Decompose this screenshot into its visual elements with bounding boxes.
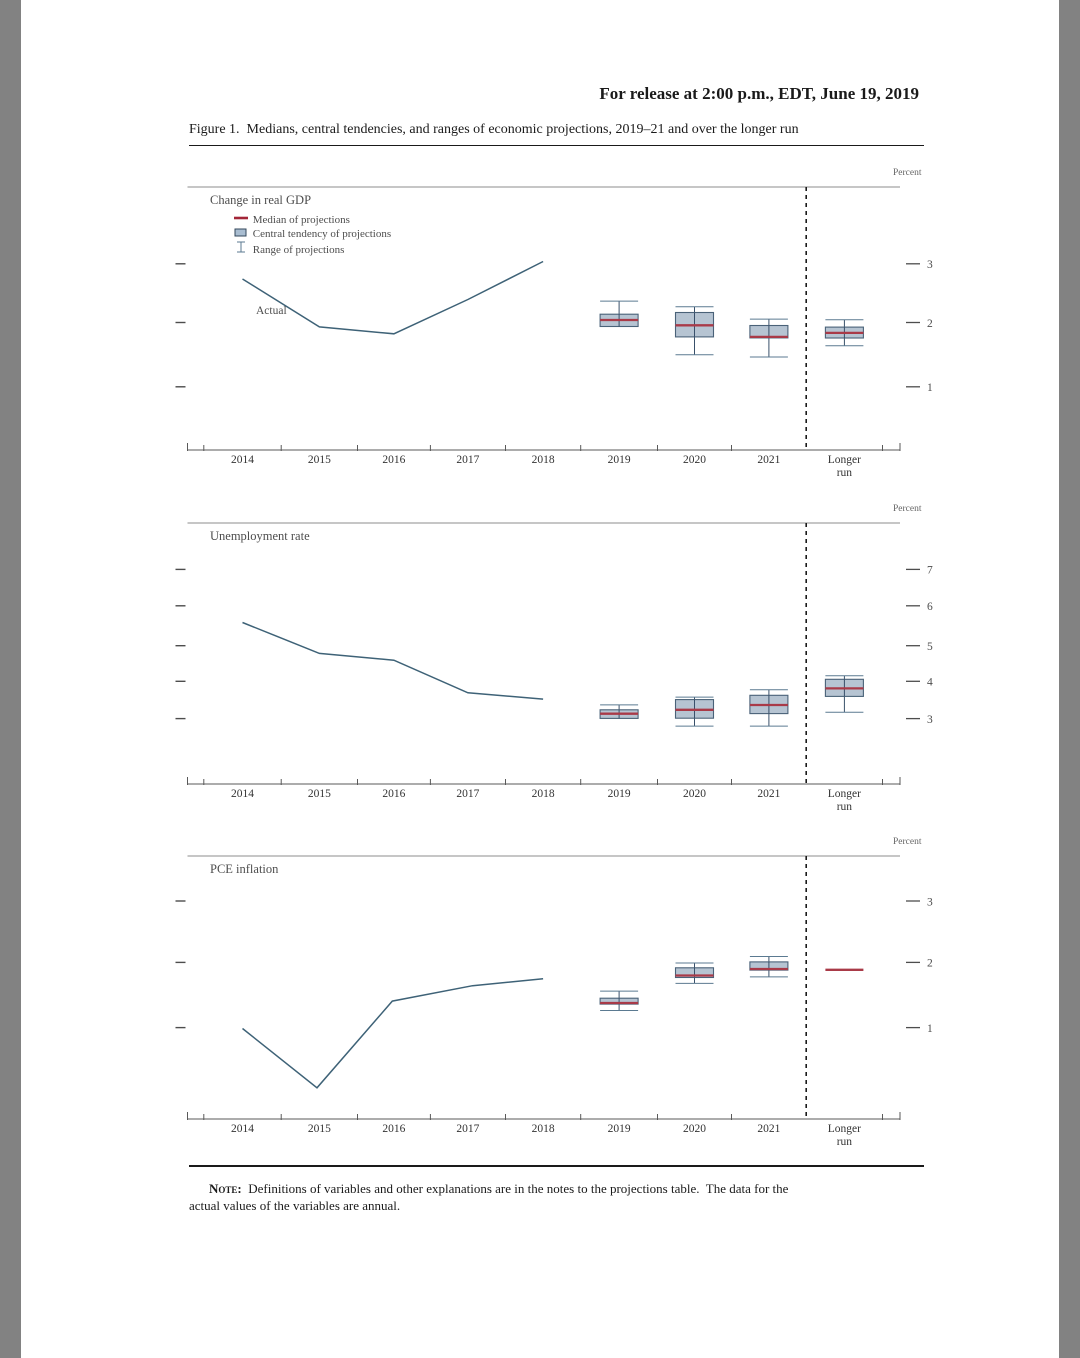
svg-text:2: 2 — [927, 958, 933, 970]
svg-text:3: 3 — [927, 896, 933, 908]
svg-text:1: 1 — [927, 1023, 933, 1035]
